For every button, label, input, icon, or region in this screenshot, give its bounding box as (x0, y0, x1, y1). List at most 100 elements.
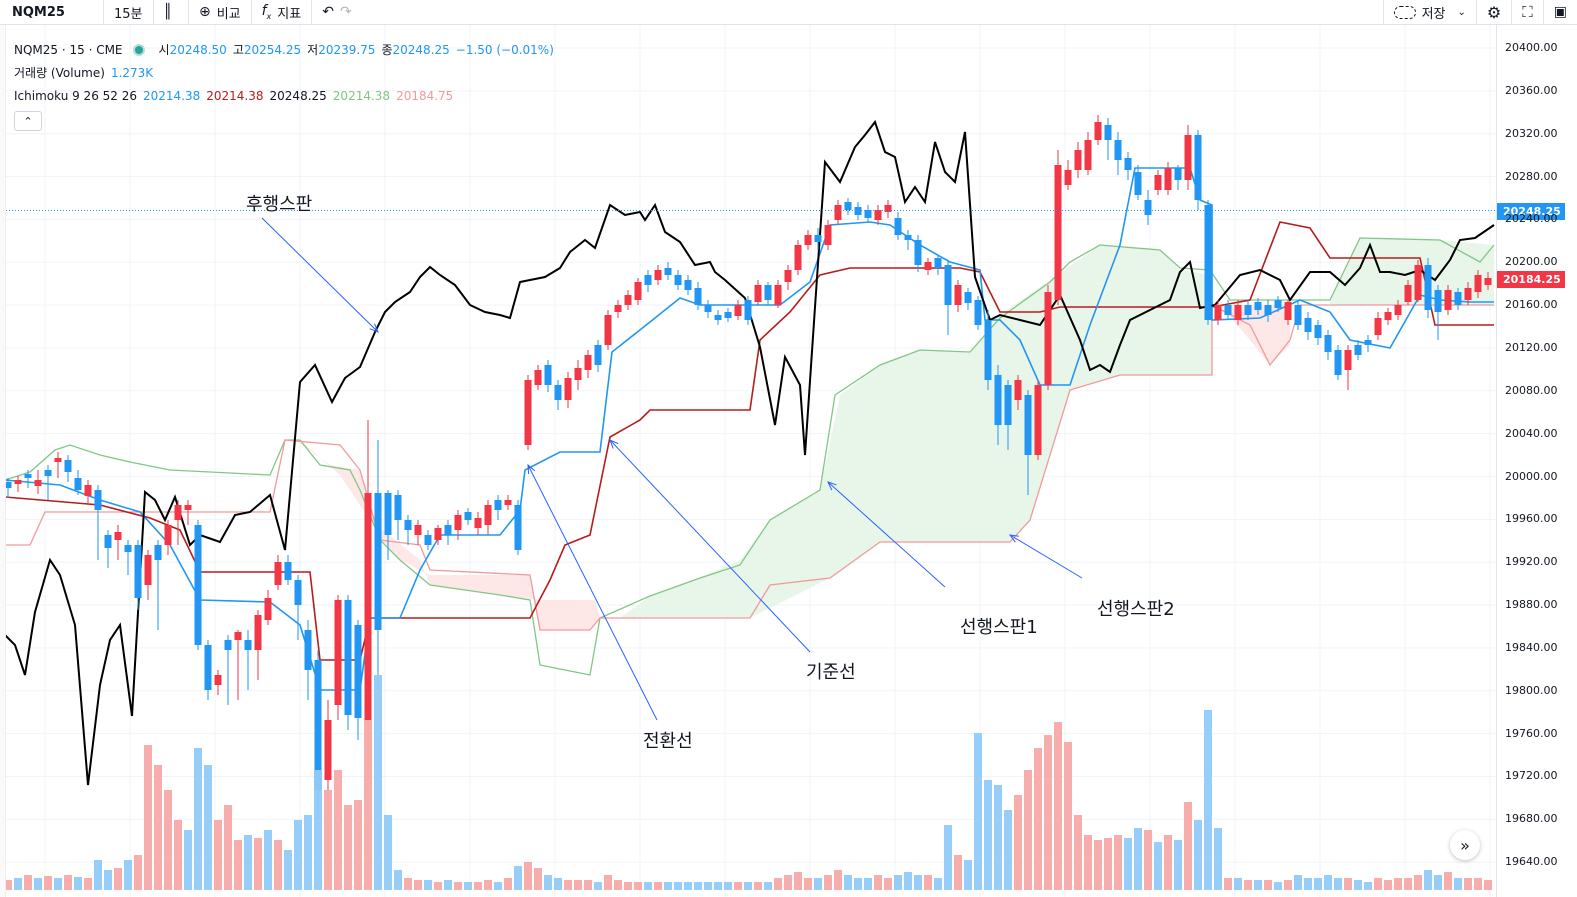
compare-button[interactable]: ⊕ 비교 (189, 0, 252, 24)
volume-bar (1404, 878, 1412, 890)
price-axis[interactable]: 20248.25 20184.25 20400.00 20360.00 20320.… (1496, 25, 1577, 897)
volume-bar (714, 882, 722, 890)
annotation-leading-span1: 선행스판1 (960, 617, 1038, 638)
candle-body (34, 480, 42, 486)
volume-bar (584, 880, 592, 890)
volume-bar (364, 720, 372, 890)
candle-body (1204, 205, 1212, 320)
candle-body (1264, 305, 1272, 315)
chart-canvas[interactable] (0, 25, 1496, 897)
volume-bar (824, 875, 832, 890)
candle-body (224, 640, 232, 650)
candle-body (1164, 168, 1172, 190)
volume-bar (1334, 878, 1342, 890)
candle-body (1364, 340, 1372, 345)
screenshot-button[interactable]: ▣ (1542, 0, 1577, 24)
last-price-badge: 20248.25 (1497, 202, 1565, 220)
chevron-down-icon[interactable]: ⌄ (1457, 6, 1466, 18)
volume-bar (704, 882, 712, 890)
volume-bar (1184, 802, 1192, 890)
candle-body (514, 505, 522, 550)
indicators-button[interactable]: fx 지표 (252, 0, 313, 24)
scroll-to-realtime-button[interactable]: » (1450, 830, 1480, 860)
kumo-bear-region (295, 440, 600, 630)
volume-bar (4, 880, 12, 890)
redo-icon[interactable]: ↷ (339, 4, 352, 20)
volume-bar (1384, 880, 1392, 890)
undo-icon[interactable]: ↶ (322, 4, 334, 20)
volume-bar (914, 875, 922, 890)
candle-body (1424, 265, 1432, 310)
candle-body (1074, 150, 1082, 170)
candle-body (1334, 350, 1342, 375)
volume-bar (884, 878, 892, 890)
candle-body (84, 485, 92, 496)
volume-bar (1094, 840, 1102, 890)
cloud-icon (1393, 5, 1416, 19)
candle-body (344, 600, 352, 715)
candle-body (1404, 285, 1412, 302)
arrow-base-line (609, 439, 811, 653)
volume-bar (324, 790, 332, 890)
volume-bar (964, 860, 972, 890)
annotation-leading-span2: 선행스판2 (1097, 599, 1175, 620)
candle-body (714, 315, 722, 320)
ichimoku-label[interactable]: Ichimoku 9 26 52 26 (14, 88, 137, 103)
symbol-search-button[interactable]: NQM25 (0, 0, 104, 24)
chart-pane[interactable] (0, 25, 1496, 897)
volume-bar (1344, 878, 1352, 890)
volume-bar (1424, 870, 1432, 890)
candle-body (1134, 172, 1142, 195)
volume-bar (64, 875, 72, 890)
candle-body (1464, 288, 1472, 300)
volume-bar (904, 872, 912, 890)
price-tick: 20400.00 (1505, 41, 1558, 54)
candle-body (1244, 305, 1252, 315)
candle-body (404, 520, 412, 530)
candle-body (794, 245, 802, 270)
volume-bar (1104, 838, 1112, 890)
volume-value: 1.273K (110, 65, 154, 80)
chevron-up-icon: ⌃ (23, 114, 33, 128)
volume-bar (724, 882, 732, 890)
fullscreen-button[interactable]: ⛶ (1511, 0, 1543, 24)
candle-body (1434, 290, 1442, 312)
volume-bar (774, 878, 782, 890)
volume-bar (1474, 878, 1482, 890)
volume-bar (1194, 820, 1202, 890)
settings-button[interactable]: ⚙ (1475, 0, 1511, 24)
candle-body (934, 258, 942, 268)
legend-title[interactable]: NQM25 · 15 · CME (14, 42, 123, 57)
volume-bar (384, 815, 392, 890)
volume-bar (424, 880, 432, 890)
legend-collapse-button[interactable]: ⌃ (14, 111, 42, 131)
candle-body (1234, 305, 1242, 320)
undo-redo-group: ↶ ↷ (312, 0, 367, 24)
legend-ichimoku-row: Ichimoku 9 26 52 26 20214.38 20214.38 20… (14, 84, 554, 107)
interval-button[interactable]: 15분 (104, 0, 154, 24)
volume-bar (934, 878, 942, 890)
volume-bar (434, 882, 442, 890)
volume-bar (1374, 878, 1382, 890)
candle-body (804, 235, 812, 245)
volume-bar (164, 790, 172, 890)
legend-high-label: 고 (232, 43, 244, 57)
volume-bar (1484, 880, 1492, 890)
price-tick: 20000.00 (1505, 469, 1558, 483)
volume-bar (314, 770, 322, 890)
volume-bar (1034, 748, 1042, 890)
volume-bar (544, 875, 552, 890)
volume-label[interactable]: 거래량 (Volume) (14, 66, 105, 80)
candle-body (744, 300, 752, 320)
volume-bar (274, 840, 282, 890)
fullscreen-icon: ⛶ (1522, 3, 1533, 21)
candle-body (564, 378, 572, 400)
volume-bar (644, 882, 652, 890)
chart-type-button[interactable]: ║ (154, 0, 189, 24)
candle-body (14, 480, 22, 484)
candle-body (144, 555, 152, 585)
volume-bar (1064, 742, 1072, 890)
save-button[interactable]: 저장 ⌄ (1382, 0, 1476, 24)
volume-bar (1294, 875, 1302, 890)
volume-bar (864, 878, 872, 890)
